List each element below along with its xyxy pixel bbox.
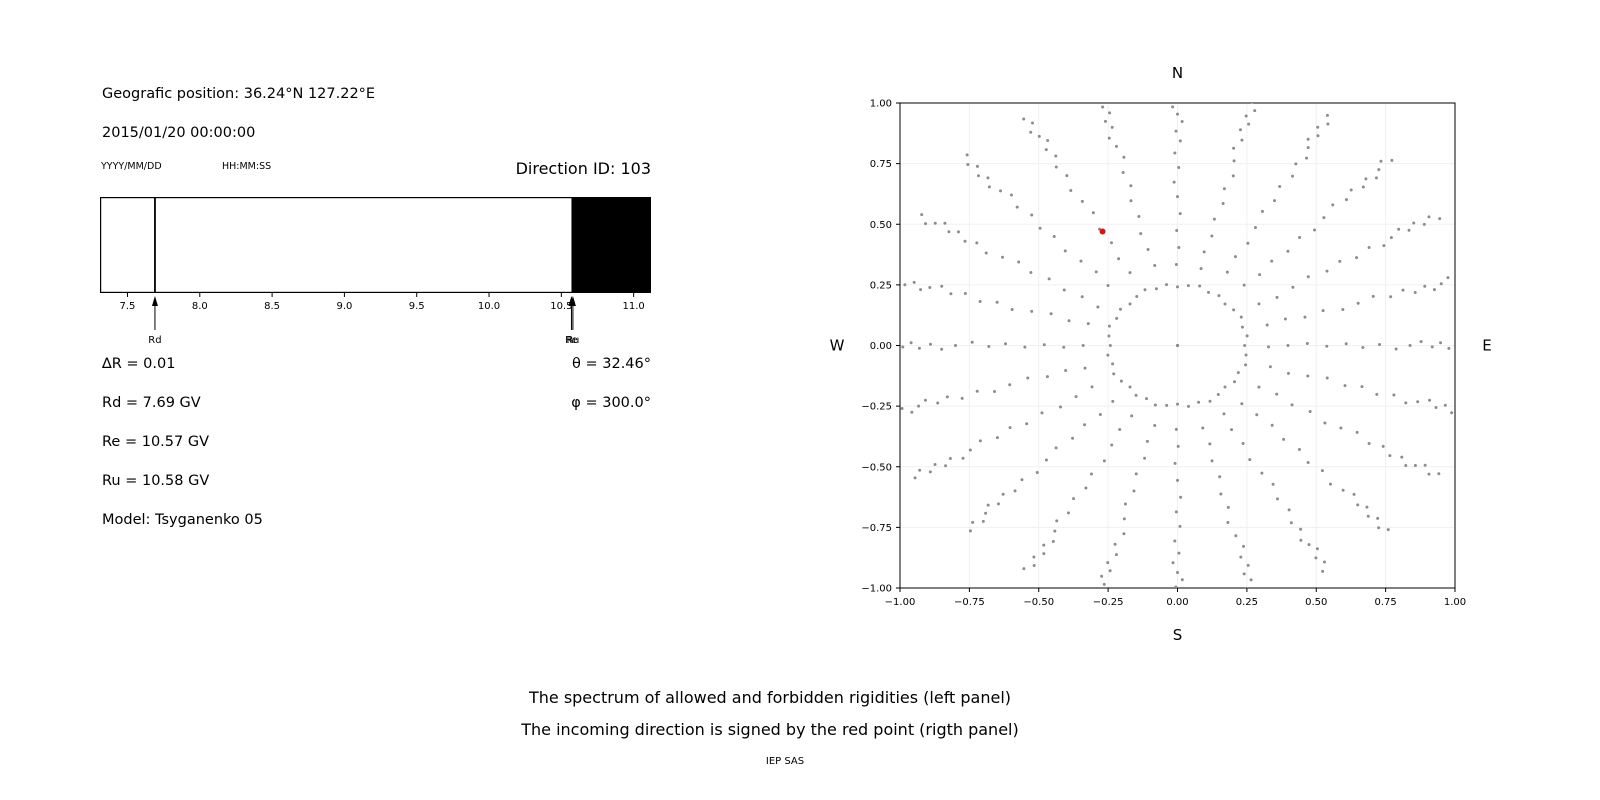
svg-text:0.25: 0.25	[870, 280, 892, 291]
svg-text:−0.25: −0.25	[861, 402, 892, 413]
svg-text:−0.75: −0.75	[861, 523, 892, 534]
incoming-direction-plot: −1.00 −0.75 −0.50 −0.25 0.00 0.25 0.50 0.75 1.00…	[830, 64, 1492, 644]
svg-text:−0.50: −0.50	[1023, 597, 1054, 608]
svg-text:9.0: 9.0	[336, 301, 352, 312]
svg-text:0.25: 0.25	[1236, 597, 1258, 608]
credit-label: IEP SAS	[765, 756, 805, 767]
spectrum-box	[100, 197, 651, 294]
compass-north-label: N	[1172, 64, 1183, 82]
svg-text:−1.00: −1.00	[885, 597, 916, 608]
forbidden-region	[571, 197, 651, 293]
svg-text:−0.50: −0.50	[861, 462, 892, 473]
svg-text:10.0: 10.0	[478, 301, 500, 312]
svg-text:Ru: Ru	[566, 335, 579, 346]
svg-text:0.75: 0.75	[870, 159, 892, 170]
svg-text:−1.00: −1.00	[861, 584, 892, 595]
svg-text:8.5: 8.5	[264, 301, 280, 312]
direction-id-label: Direction ID: 103	[515, 159, 651, 178]
date-format-label: YYYY/MM/DD	[101, 161, 162, 172]
svg-text:Rd: Rd	[148, 335, 161, 346]
svg-text:1.00: 1.00	[870, 99, 892, 110]
svg-text:7.5: 7.5	[120, 301, 136, 312]
svg-text:0.75: 0.75	[1374, 597, 1396, 608]
x-axis-ticks: −1.00 −0.75 −0.50 −0.25 0.00 0.25 0.50 0.75 1.00	[885, 588, 1466, 608]
svg-text:1.00: 1.00	[1444, 597, 1466, 608]
compass-labels: N S W E	[830, 64, 1492, 644]
datetime-label: 2015/01/20 00:00:00	[102, 125, 256, 141]
svg-text:11.0: 11.0	[623, 301, 645, 312]
spectrum-x-axis: 7.5 8.0 8.5 9.0 9.5 10.0 10.5 11.0	[120, 293, 645, 312]
svg-text:0.00: 0.00	[1166, 597, 1188, 608]
compass-west-label: W	[830, 337, 845, 355]
svg-text:0.00: 0.00	[870, 341, 892, 352]
rd-value: Rd = 7.69 GV	[102, 395, 201, 411]
svg-text:9.5: 9.5	[409, 301, 425, 312]
phi-value: φ = 300.0°	[571, 395, 651, 411]
svg-text:10.5: 10.5	[550, 301, 572, 312]
compass-south-label: S	[1173, 626, 1183, 644]
y-axis-ticks: 1.00 0.75 0.50 0.25 0.00 −0.25 −0.50 −0.75 −1.00	[861, 99, 900, 595]
svg-text:0.50: 0.50	[1305, 597, 1327, 608]
svg-text:Re: Re	[565, 335, 578, 346]
ru-value: Ru = 10.58 GV	[102, 473, 210, 489]
svg-text:−0.75: −0.75	[954, 597, 985, 608]
svg-text:−0.25: −0.25	[1093, 597, 1124, 608]
re-value: Re = 10.57 GV	[102, 434, 209, 450]
caption-line-2: The incoming direction is signed by the …	[521, 720, 1019, 739]
caption-line-1: The spectrum of allowed and forbidden ri…	[528, 688, 1012, 707]
direction-points	[900, 103, 1454, 588]
svg-text:0.50: 0.50	[870, 220, 892, 231]
svg-text:8.0: 8.0	[192, 301, 208, 312]
geographic-position-label: Geografic position: 36.24°N 127.22°E	[102, 86, 376, 102]
compass-east-label: E	[1482, 337, 1491, 355]
model-label: Model: Tsyganenko 05	[102, 512, 263, 528]
red-incoming-direction-point	[1099, 228, 1106, 235]
delta-r-value: ∆R = 0.01	[102, 356, 176, 372]
time-format-label: HH:MM:SS	[222, 161, 272, 172]
theta-value: θ = 32.46°	[572, 356, 651, 372]
